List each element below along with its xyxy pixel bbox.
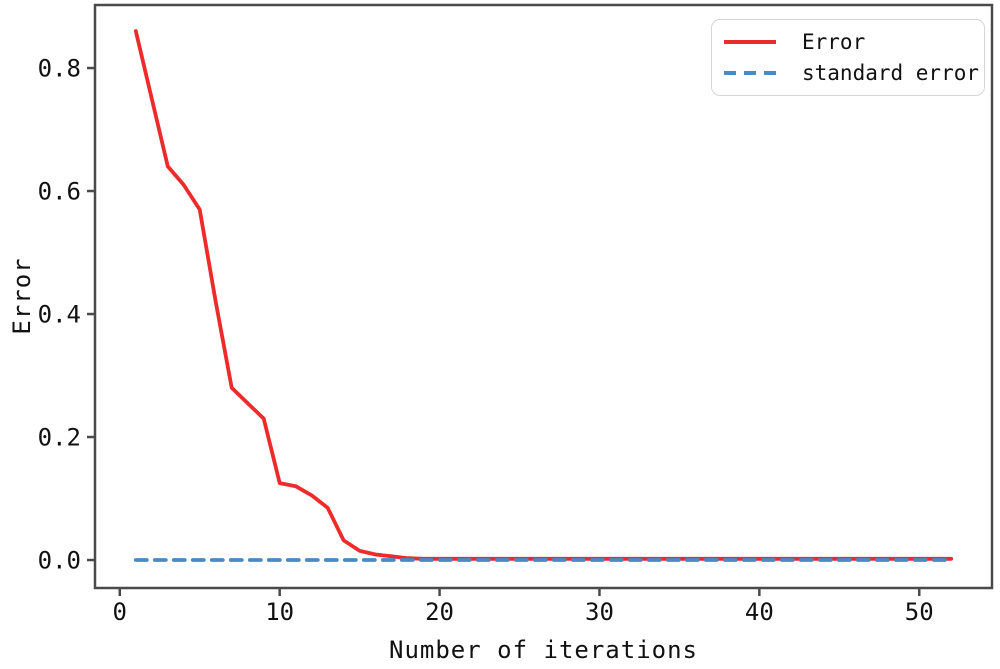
y-tick-label: 0.4 [38, 301, 81, 329]
legend: Error standard error [711, 19, 985, 96]
standard-error-line-sample-icon [724, 71, 776, 75]
y-tick-label: 0.0 [38, 547, 81, 575]
plot-border [93, 3, 994, 590]
legend-entry-standard-error: standard error [724, 61, 979, 85]
legend-label-error: Error [802, 30, 866, 54]
x-tick-label: 0 [113, 598, 127, 626]
x-tick-label: 30 [585, 598, 614, 626]
x-tick-label: 50 [905, 598, 934, 626]
y-tick-label: 0.6 [38, 178, 81, 206]
legend-entry-error: Error [724, 30, 974, 54]
error-line [133, 29, 954, 561]
x-tick-label: 40 [745, 598, 774, 626]
error-line-sample-icon [724, 40, 776, 44]
y-axis-label: Error [8, 257, 36, 335]
x-axis-label: Number of iterations [389, 636, 698, 664]
legend-label-standard-error: standard error [802, 61, 980, 85]
x-tick-label: 20 [425, 598, 454, 626]
x-tick-label: 10 [265, 598, 294, 626]
y-tick-label: 0.8 [38, 55, 81, 83]
y-tick-label: 0.2 [38, 424, 81, 452]
